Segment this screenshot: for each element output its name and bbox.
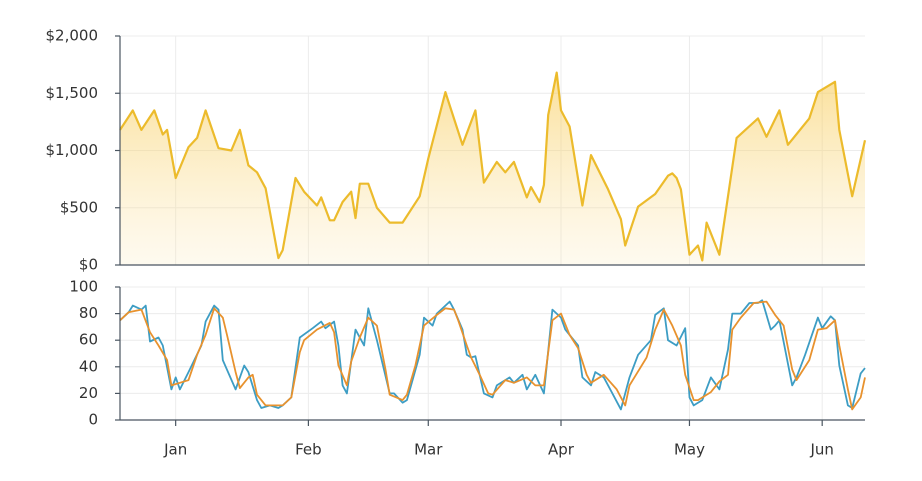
x-tick-label: Feb: [295, 441, 322, 459]
x-tick-label: Jun: [809, 441, 833, 459]
x-tick-label: Mar: [414, 441, 443, 459]
y-tick-label: 80: [79, 304, 98, 322]
y-tick-label: 0: [88, 411, 98, 429]
x-tick-label: Jan: [163, 441, 187, 459]
y-tick-label: $2,000: [46, 27, 99, 45]
y-tick-label: 20: [79, 384, 98, 402]
y-tick-label: 100: [69, 278, 98, 296]
y-tick-label: $1,000: [46, 141, 99, 159]
x-tick-label: Apr: [548, 441, 575, 459]
y-tick-label: $500: [60, 198, 98, 216]
x-tick-label: May: [674, 441, 705, 459]
y-tick-label: $0: [79, 256, 98, 274]
y-tick-label: 40: [79, 357, 98, 375]
y-tick-label: 60: [79, 331, 98, 349]
line: [119, 300, 866, 411]
area-line: [119, 71, 867, 262]
y-tick-label: $1,500: [46, 84, 99, 102]
